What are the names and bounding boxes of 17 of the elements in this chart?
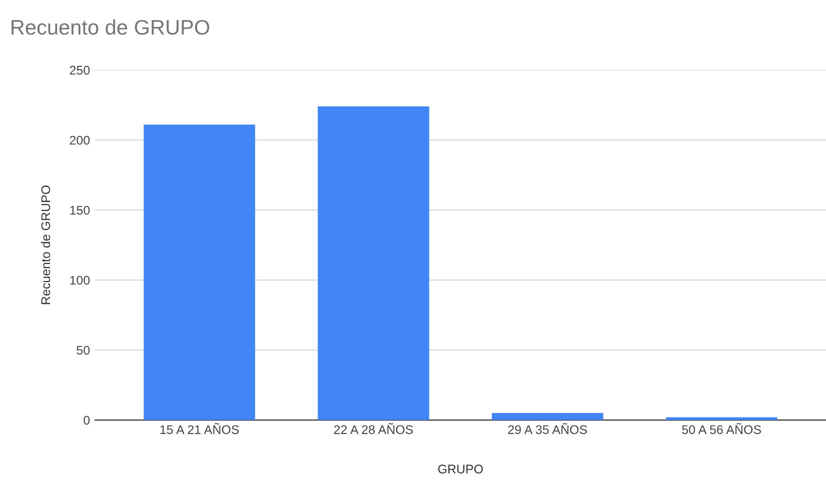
chart-title: Recuento de GRUPO (12, 19, 210, 35)
y-axis-title: Recuento de GRUPO (40, 186, 50, 304)
bar (492, 413, 604, 420)
x-axis-title: GRUPO (438, 464, 483, 474)
x-tick-label: 50 A 56 AÑOS (682, 422, 761, 434)
y-tick-label: 150 (70, 206, 90, 215)
y-tick-label: 200 (70, 136, 90, 145)
y-tick-label: 250 (70, 66, 90, 75)
bar (144, 124, 256, 420)
y-tick-label: 50 (76, 346, 90, 355)
x-tick-label: 15 A 21 AÑOS (160, 422, 239, 434)
y-tick-label: 100 (70, 276, 90, 285)
x-tick-label: 29 A 35 AÑOS (508, 422, 587, 434)
x-tick-label: 22 A 28 AÑOS (334, 422, 413, 434)
bar (318, 106, 430, 420)
bar (666, 417, 778, 420)
y-tick-label: 0 (84, 416, 90, 425)
